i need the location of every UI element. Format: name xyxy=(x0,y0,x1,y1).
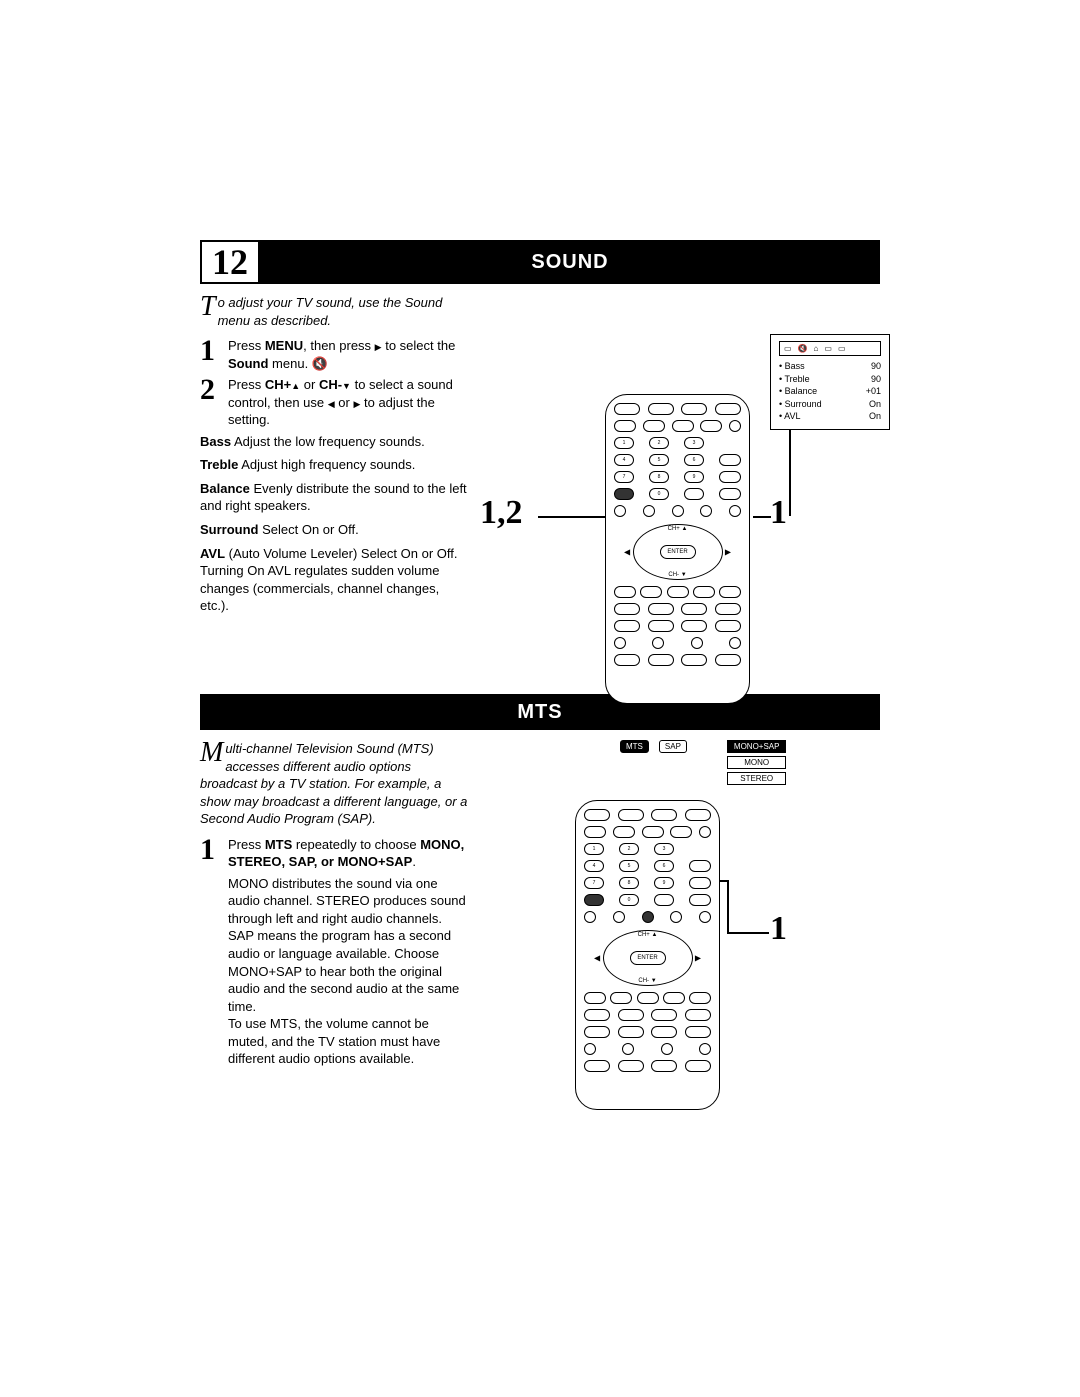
osd-sound-menu: ▭ 🔇 ⌂ ▭ ▭ Bass90 Treble90 Balance+01 Sur… xyxy=(770,334,890,430)
osd-row: SurroundOn xyxy=(779,398,881,411)
balance-desc: Balance Evenly distribute the sound to t… xyxy=(200,480,470,515)
mts-option: STEREO xyxy=(727,772,787,785)
dropcap: T xyxy=(200,296,216,318)
speaker-icon: 🔇 xyxy=(312,356,328,371)
callout-line xyxy=(727,932,769,934)
sound-step-1: 1 Press MENU, then press to select the S… xyxy=(200,337,470,372)
dropcap: M xyxy=(200,742,223,764)
mts-body: MONO distributes the sound via one audio… xyxy=(228,875,470,1068)
arrow-down-icon xyxy=(342,377,351,392)
settings-icon: ▭ xyxy=(824,344,832,353)
section-header-sound: 12 SOUND xyxy=(200,240,880,284)
mts-step-1: 1 Press MTS repeatedly to choose MONO, S… xyxy=(200,836,470,1074)
arrow-right-icon xyxy=(375,338,382,353)
surround-desc: Surround Select On or Off. xyxy=(200,521,470,539)
page-number: 12 xyxy=(200,240,260,284)
section-title-mts: MTS xyxy=(200,694,880,730)
sound-step-2: 2 Press CH+ or CH- to select a sound con… xyxy=(200,376,470,429)
callout-mts-1: 1 xyxy=(770,910,787,948)
sap-chip: SAP xyxy=(659,740,687,753)
callout-line xyxy=(789,418,791,516)
mts-chip: MTS xyxy=(620,740,649,753)
osd-row: Bass90 xyxy=(779,360,881,373)
arrow-left-icon xyxy=(328,395,335,410)
mts-indicator: MTS SAP MONO+SAP MONO STEREO xyxy=(620,740,786,785)
remote-illustration: 123 456 789 0 CH+ ▲ ENTER CH- ▼ ◀▶ xyxy=(605,394,750,704)
arrow-up-icon xyxy=(291,377,300,392)
mts-intro: Multi-channel Television Sound (MTS) acc… xyxy=(200,740,470,828)
avl-desc: AVL (Auto Volume Leveler) Select On or O… xyxy=(200,545,470,615)
osd-row: Treble90 xyxy=(779,373,881,386)
mts-figure-column: 1 MTS SAP MONO+SAP MONO STEREO xyxy=(490,740,880,1160)
callout-line xyxy=(753,516,771,518)
mts-options-list: MONO+SAP MONO STEREO xyxy=(727,740,787,785)
osd-row: Balance+01 xyxy=(779,385,881,398)
sound-figure-column: 1,2 1 ▭ 🔇 ⌂ ▭ ▭ Bass90 Treble90 Balance+… xyxy=(490,294,880,674)
close-icon: ▭ xyxy=(838,344,846,353)
callout-1-2: 1,2 xyxy=(480,494,523,532)
bass-desc: Bass Adjust the low frequency sounds. xyxy=(200,433,470,451)
menu-icon: ⌂ xyxy=(814,344,819,353)
callout-line xyxy=(727,880,729,932)
sound-text-column: To adjust your TV sound, use the Sound m… xyxy=(200,294,470,674)
callout-line xyxy=(538,516,606,518)
osd-row: AVLOn xyxy=(779,410,881,423)
remote-dpad: CH+ ▲ ENTER CH- ▼ ◀▶ xyxy=(584,928,711,988)
mts-option: MONO xyxy=(727,756,787,769)
callout-1: 1 xyxy=(770,494,787,532)
mts-text-column: Multi-channel Television Sound (MTS) acc… xyxy=(200,740,470,1160)
remote-illustration: 123 456 789 0 CH+ ▲ ENTER CH- ▼ ◀▶ xyxy=(575,800,720,1110)
mts-option: MONO+SAP xyxy=(727,740,787,753)
section-title-sound: SOUND xyxy=(260,240,880,284)
osd-icon-row: ▭ 🔇 ⌂ ▭ ▭ xyxy=(779,341,881,356)
speaker-icon: ▭ xyxy=(784,344,792,353)
treble-desc: Treble Adjust high frequency sounds. xyxy=(200,456,470,474)
remote-dpad: CH+ ▲ ENTER CH- ▼ ◀▶ xyxy=(614,522,741,582)
mute-icon: 🔇 xyxy=(798,344,808,353)
sound-intro: To adjust your TV sound, use the Sound m… xyxy=(200,294,470,329)
